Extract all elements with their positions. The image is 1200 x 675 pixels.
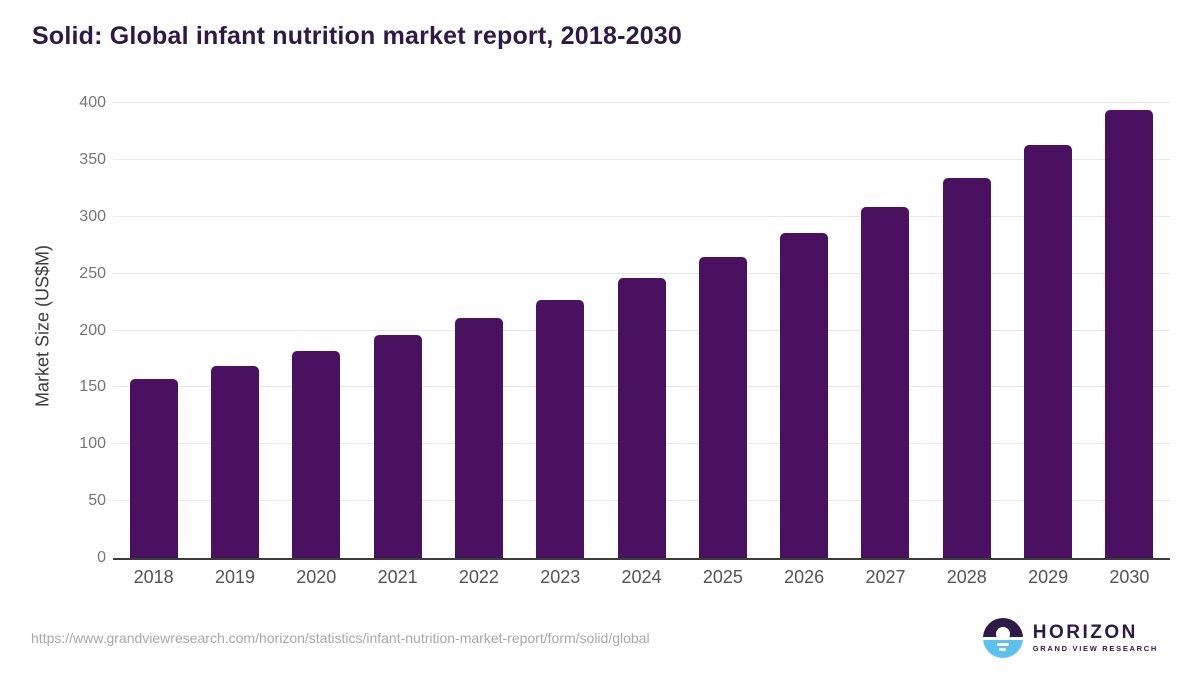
- gridline: [113, 215, 1170, 217]
- logo-name: HORIZON: [1032, 622, 1138, 643]
- logo-text: HORIZON GRAND VIEW RESEARCH: [1032, 622, 1158, 654]
- x-tick-label: 2024: [621, 567, 662, 587]
- source-url: https://www.grandviewresearch.com/horizo…: [31, 630, 650, 646]
- bar-slot: [764, 103, 845, 558]
- x-axis-ticks: 2018 2019 2020 2021 2022 2023 2024 2025 2026 2027…: [113, 567, 1170, 588]
- logo-horizon-line: [982, 636, 1023, 640]
- horizon-logo-icon: [982, 618, 1023, 658]
- bar-series: [113, 103, 1170, 558]
- y-axis-ticks: 0 50 100 150 200 250 300 350 400: [40, 94, 106, 566]
- bar-2029: [1024, 145, 1073, 558]
- bar-slot: [1007, 103, 1088, 558]
- x-tick-label: 2018: [133, 567, 174, 587]
- bar-slot: [926, 103, 1007, 558]
- bar-slot: [276, 103, 357, 558]
- bar-slot: [357, 103, 438, 558]
- bar-2023: [536, 299, 585, 558]
- x-tick-label: 2029: [1028, 567, 1069, 587]
- logo-tagline: GRAND VIEW RESEARCH: [1032, 644, 1158, 653]
- bar-2022: [454, 318, 503, 558]
- gridline: [113, 158, 1170, 160]
- gridline: [113, 272, 1170, 274]
- bar-slot: [1089, 103, 1170, 558]
- x-tick-label: 2026: [784, 567, 825, 587]
- bar-2018: [129, 379, 178, 558]
- x-tick-label: 2023: [540, 567, 581, 587]
- bar-2026: [780, 232, 829, 558]
- logo-reflection-dash: [999, 648, 1007, 651]
- x-tick-label: 2027: [865, 567, 906, 587]
- x-tick-label: 2030: [1109, 567, 1150, 587]
- x-tick-label: 2028: [946, 567, 987, 587]
- bar-2019: [210, 365, 259, 558]
- x-tick-label: 2025: [702, 567, 743, 587]
- x-tick-label: 2020: [296, 567, 337, 587]
- bar-2027: [861, 206, 910, 558]
- bar-slot: [520, 103, 601, 558]
- x-tick-label: 2021: [377, 567, 418, 587]
- y-tick-label: 350: [79, 150, 106, 168]
- bar-2030: [1105, 109, 1154, 558]
- gridline: [113, 102, 1170, 103]
- bar-2020: [292, 350, 341, 558]
- y-tick-label: 300: [79, 207, 106, 225]
- y-tick-label: 250: [79, 264, 106, 282]
- bar-2025: [698, 256, 747, 558]
- bar-slot: [438, 103, 519, 558]
- logo-sun: [995, 627, 1010, 638]
- y-tick-label: 0: [97, 549, 106, 566]
- y-tick-label: 100: [79, 435, 106, 453]
- bar-slot: [682, 103, 763, 558]
- chart-title: Solid: Global infant nutrition market re…: [32, 22, 683, 50]
- bar-slot: [601, 103, 682, 558]
- y-tick-label: 400: [79, 94, 106, 111]
- bar-2028: [942, 178, 991, 558]
- logo-reflection-dash: [996, 643, 1009, 646]
- x-tick-label: 2019: [214, 567, 255, 587]
- bar-slot: [845, 103, 926, 558]
- plot-area: [113, 102, 1170, 560]
- y-tick-label: 150: [79, 378, 106, 396]
- y-tick-label: 50: [88, 492, 106, 510]
- bar-2021: [373, 335, 422, 558]
- horizon-logo: HORIZON GRAND VIEW RESEARCH: [982, 618, 1158, 658]
- bar-slot: [194, 103, 275, 558]
- x-tick-label: 2022: [458, 567, 499, 587]
- bar-2024: [617, 278, 666, 558]
- bar-slot: [113, 103, 194, 558]
- y-tick-label: 200: [79, 321, 106, 339]
